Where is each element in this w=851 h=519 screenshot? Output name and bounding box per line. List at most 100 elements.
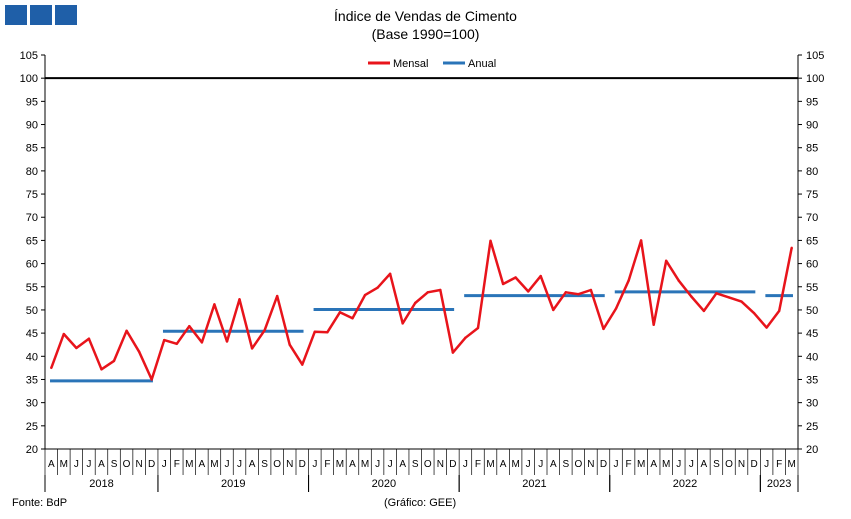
y-tick-label-right: 35 (806, 374, 818, 386)
series-mensal-point (740, 300, 743, 303)
series-mensal-point (150, 378, 153, 381)
series-mensal-line (50, 239, 793, 381)
month-label: A (98, 459, 105, 470)
year-label: 2021 (522, 478, 546, 490)
month-label: N (136, 459, 143, 470)
month-label: J (538, 459, 543, 470)
series-mensal-point (777, 309, 781, 313)
series-mensal-point (627, 279, 630, 282)
legend-anual-label: Anual (468, 58, 496, 70)
series-mensal-point (401, 322, 404, 325)
y-tick-label-left: 100 (20, 73, 38, 85)
series-mensal-point (275, 294, 279, 298)
series-mensal-point (639, 239, 643, 242)
y-tick-label-left: 105 (20, 50, 38, 62)
y-tick-label-left: 25 (26, 421, 38, 433)
month-label: J (375, 459, 380, 470)
series-mensal-point (250, 347, 254, 350)
y-tick-label-right: 85 (806, 143, 818, 155)
month-label: F (626, 459, 632, 470)
y-tick-label-right: 40 (806, 351, 818, 363)
month-label: J (388, 459, 393, 470)
series-mensal-point (702, 309, 706, 313)
y-tick-label-left: 85 (26, 143, 38, 155)
month-label: J (237, 459, 242, 470)
month-label: M (210, 459, 218, 470)
series-mensal-point (75, 346, 78, 350)
month-label: A (199, 459, 206, 470)
series-mensal-point (351, 317, 354, 320)
month-label: D (600, 459, 607, 470)
y-tick-label-right: 90 (806, 120, 818, 132)
month-label: F (324, 459, 330, 470)
series-mensal-point (790, 246, 793, 250)
series-mensal-point (137, 350, 141, 353)
series-mensal-point (376, 286, 379, 289)
series-mensal-point (476, 326, 480, 330)
series-mensal-point (263, 329, 266, 332)
year-label: 2023 (767, 478, 791, 490)
series-mensal-point (690, 295, 693, 298)
month-label: D (449, 459, 456, 470)
month-label: A (500, 459, 507, 470)
month-label: O (725, 459, 733, 470)
series-mensal-point (451, 351, 455, 354)
series-mensal-point (188, 324, 191, 328)
month-label: N (437, 459, 444, 470)
y-tick-label-left: 35 (26, 374, 38, 386)
y-tick-label-right: 55 (806, 282, 818, 294)
month-label: F (174, 459, 180, 470)
month-label: S (412, 459, 419, 470)
month-label: M (788, 459, 796, 470)
month-label: M (336, 459, 344, 470)
y-tick-label-left: 65 (26, 235, 38, 247)
month-label: M (361, 459, 369, 470)
month-label: M (60, 459, 68, 470)
y-tick-label-right: 80 (806, 166, 818, 178)
y-tick-label-right: 70 (806, 212, 818, 224)
series-mensal-point (539, 274, 542, 278)
y-tick-label-right: 100 (806, 73, 824, 85)
series-mensal-point (163, 338, 166, 342)
month-label: A (249, 459, 256, 470)
series-mensal-point (388, 272, 392, 275)
series-mensal-point (125, 329, 128, 332)
month-label: J (463, 459, 468, 470)
month-label: A (550, 459, 557, 470)
y-tick-label-left: 20 (26, 444, 38, 456)
series-mensal-point (577, 292, 580, 296)
series-mensal-point (589, 288, 593, 292)
month-label: O (574, 459, 582, 470)
year-label: 2019 (221, 478, 245, 490)
y-tick-label-left: 30 (26, 398, 38, 410)
y-tick-label-left: 80 (26, 166, 38, 178)
logo-block-2 (30, 5, 52, 25)
series-mensal-point (338, 311, 342, 314)
month-label: J (764, 459, 769, 470)
y-tick-label-left: 70 (26, 212, 38, 224)
series-mensal-point (62, 332, 66, 336)
series-mensal-point (50, 366, 53, 370)
month-label: J (74, 459, 79, 470)
series-mensal-point (665, 259, 668, 263)
month-label: O (424, 459, 432, 470)
legend-mensal-label: Mensal (393, 58, 428, 70)
series-mensal-point (526, 290, 530, 293)
credit-note: (Gráfico: GEE) (384, 497, 457, 509)
y-tick-label-right: 45 (806, 328, 818, 340)
y-tick-label-left: 50 (26, 305, 38, 317)
series-mensal-point (552, 308, 555, 312)
series-mensal-point (602, 327, 605, 331)
series-mensal-point (501, 282, 505, 286)
y-tick-label-right: 30 (806, 398, 818, 410)
y-tick-label-left: 55 (26, 282, 38, 294)
series-mensal-point (727, 296, 731, 299)
y-tick-label-right: 65 (806, 235, 818, 247)
month-label: S (713, 459, 720, 470)
series-mensal-point (414, 301, 417, 305)
month-label: A (650, 459, 657, 470)
logo-block-1 (5, 5, 27, 25)
series-mensal-point (564, 291, 568, 294)
series-mensal-point (87, 337, 91, 340)
y-tick-label-right: 25 (806, 421, 818, 433)
